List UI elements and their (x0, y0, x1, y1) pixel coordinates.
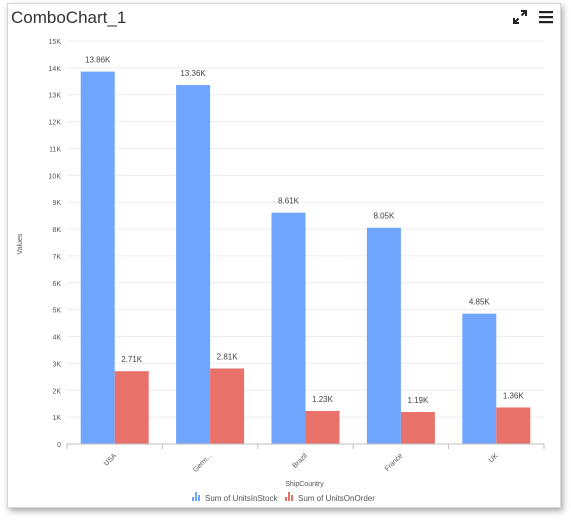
y-tick-label: 4K (52, 335, 61, 342)
y-tick-label: 9K (52, 200, 61, 207)
bar (176, 85, 211, 444)
y-tick-label: 14K (49, 66, 62, 73)
y-tick-label: 2K (52, 388, 61, 395)
legend-label: Sum of UnitsInStock (205, 494, 278, 503)
expand-icon[interactable] (512, 9, 528, 25)
data-label: 2.71K (121, 355, 143, 364)
legend-swatch (195, 492, 197, 501)
data-label: 8.05K (373, 212, 395, 221)
chart-widget: ComboChart_1 0 1K 2K 3K 4K 5K 6K 7K 8K 9K 10K 11K 12… (7, 3, 561, 508)
legend: Sum of UnitsInStock Sum of UnitsOnOrder (192, 492, 375, 503)
data-label: 13.36K (180, 69, 206, 78)
y-tick-label: 1K (52, 415, 61, 422)
legend-swatch (291, 495, 293, 501)
bar (271, 212, 306, 444)
x-tick-label: Germ... (192, 452, 213, 473)
legend-item[interactable]: Sum of UnitsInStock (192, 492, 278, 503)
y-tick-label: 0 (57, 442, 61, 449)
legend-swatch (285, 497, 287, 501)
y-tick-label: 12K (49, 120, 62, 127)
bar (400, 412, 435, 444)
y-axis-ticks: 0 1K 2K 3K 4K 5K 6K 7K 8K 9K 10K 11K 12K 13K 14K 15K (49, 39, 62, 449)
data-label: 4.85K (469, 298, 491, 307)
y-tick-label: 8K (52, 227, 61, 234)
legend-swatch (288, 492, 290, 501)
chart-toolbar (512, 9, 554, 25)
data-label: 1.23K (312, 395, 334, 404)
x-tick-label: UK (488, 452, 500, 464)
legend-item[interactable]: Sum of UnitsOnOrder (285, 492, 375, 503)
data-label: 1.36K (503, 391, 525, 400)
x-tick-label: France (384, 452, 404, 472)
x-tick-label: Brazil (292, 452, 310, 470)
x-tick-label: USA (103, 452, 118, 467)
legend-swatch (198, 495, 200, 501)
bar (210, 368, 245, 444)
y-tick-label: 15K (49, 39, 62, 46)
x-axis-label: ShipCountry (285, 481, 324, 488)
data-label: 13.86K (85, 56, 111, 65)
x-axis-ticks: USA Germ... Brazil France UK (66, 444, 545, 474)
bar (305, 410, 340, 444)
bar (80, 71, 115, 445)
y-tick-label: 6K (52, 281, 61, 288)
bar (366, 227, 401, 444)
data-label: 1.19K (407, 396, 429, 405)
y-tick-label: 10K (49, 173, 62, 180)
hamburger-menu-icon[interactable] (538, 9, 554, 25)
bar (496, 407, 531, 444)
data-label: 2.81K (217, 353, 239, 362)
bar (462, 313, 497, 444)
bar (114, 371, 149, 444)
bars: 13.86K 2.71K 13.36K 2.81K 8.61K 1.23K 8.05K 1.1… (80, 56, 531, 445)
y-tick-label: 5K (52, 308, 61, 315)
combo-chart: 0 1K 2K 3K 4K 5K 6K 7K 8K 9K 10K 11K 12K 13K 14K 15K 13… (17, 39, 545, 503)
y-tick-label: 3K (52, 361, 61, 368)
y-tick-label: 13K (49, 93, 62, 100)
chart-title: ComboChart_1 (11, 8, 127, 27)
y-tick-label: 11K (49, 146, 61, 153)
data-label: 8.61K (278, 197, 300, 206)
legend-swatch (192, 497, 194, 501)
y-tick-label: 7K (52, 254, 61, 261)
legend-label: Sum of UnitsOnOrder (298, 494, 375, 503)
y-axis-label: Values (17, 233, 24, 254)
